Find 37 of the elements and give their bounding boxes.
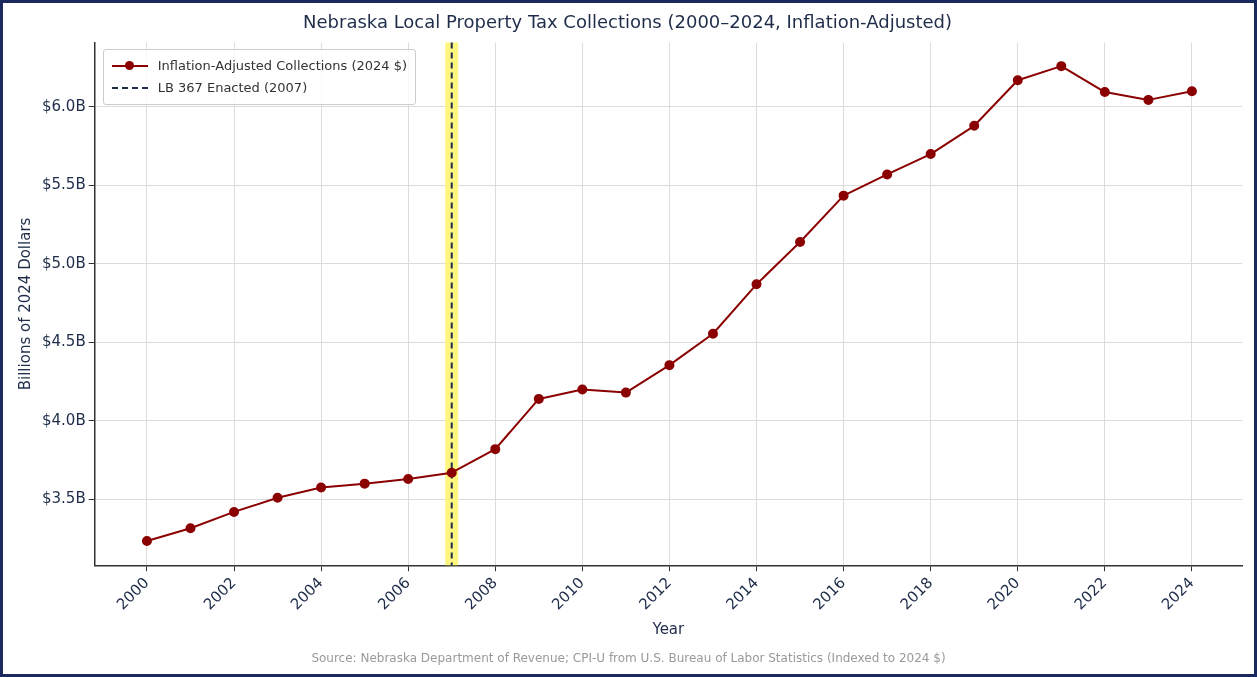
point xyxy=(533,393,544,404)
point xyxy=(795,236,806,247)
point xyxy=(1099,87,1110,98)
point xyxy=(490,444,501,455)
y-tick-label: $6.0B xyxy=(41,96,86,115)
point xyxy=(359,478,370,489)
point xyxy=(1056,61,1067,72)
point xyxy=(1012,75,1023,86)
y-tick-label: $4.0B xyxy=(41,410,86,429)
source-note: Source: Nebraska Department of Revenue; CPI-U from U.S. Bureau of Labor Statistics (Indexed to 2024 $) xyxy=(310,651,947,665)
y-axis-title: Billions of 2024 Dollars xyxy=(15,217,34,391)
point xyxy=(882,169,893,180)
y-tick-label: $5.5B xyxy=(41,175,86,194)
y-tick-label: $3.5B xyxy=(41,489,86,508)
point xyxy=(185,523,196,534)
point xyxy=(272,492,283,503)
point xyxy=(229,506,240,517)
y-tick-label: $4.5B xyxy=(41,332,86,351)
point xyxy=(446,467,457,478)
point xyxy=(751,279,762,290)
point xyxy=(969,120,980,131)
ref-line-label: LB 367 Enacted (2007) xyxy=(157,80,308,96)
x-axis-title: Year xyxy=(651,619,686,638)
point xyxy=(707,328,718,339)
y-tick-label: $5.0B xyxy=(41,253,86,272)
point xyxy=(577,384,588,395)
point xyxy=(316,482,327,493)
point xyxy=(925,149,936,160)
point xyxy=(664,360,675,371)
point xyxy=(1143,94,1154,105)
point xyxy=(620,387,631,398)
point xyxy=(838,190,849,201)
point xyxy=(403,473,414,484)
legend-label: Inflation-Adjusted Collections (2024 $) xyxy=(157,58,408,74)
chart-title: Nebraska Local Property Tax Collections (2000–2024, Inflation-Adjusted) xyxy=(303,11,952,33)
point xyxy=(1186,86,1197,97)
point xyxy=(141,535,152,546)
